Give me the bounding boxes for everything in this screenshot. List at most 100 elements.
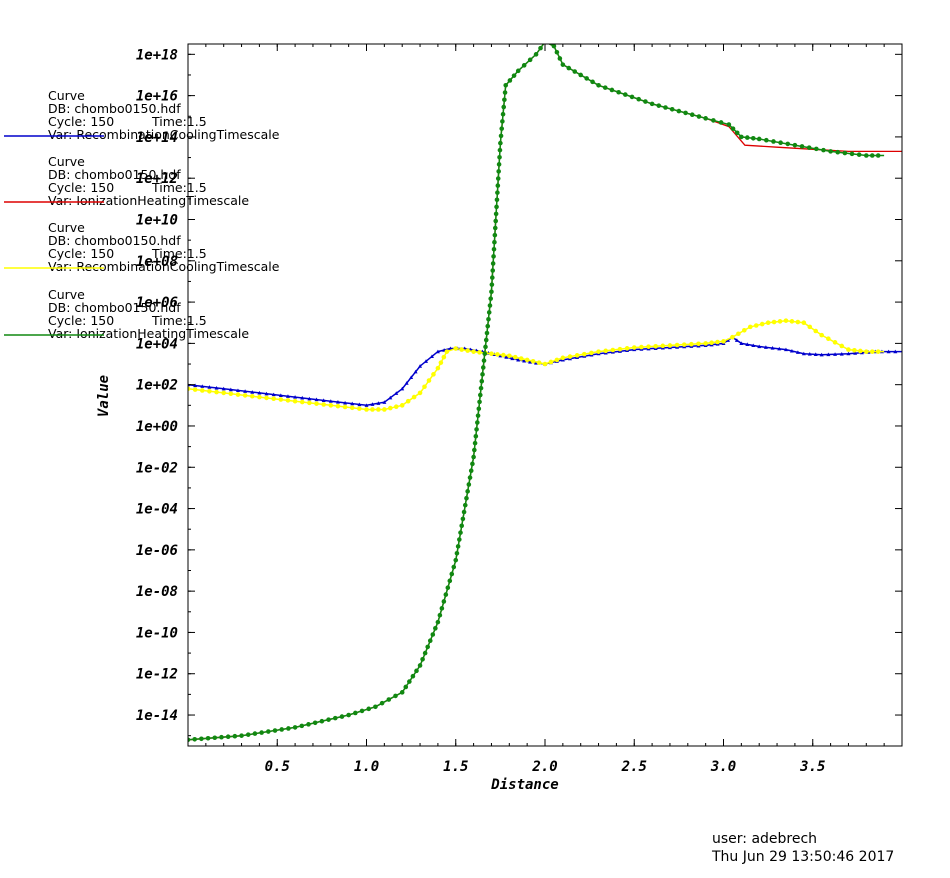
data-point [479,378,485,384]
data-point [278,397,284,402]
data-point [350,401,355,406]
data-point [441,599,447,604]
data-point [554,49,560,55]
data-point [300,395,305,400]
data-point [566,65,572,71]
data-point [235,388,240,393]
data-point [212,735,218,741]
data-point [332,715,338,721]
data-point [484,330,490,336]
data-point [807,324,813,330]
data-point [730,334,735,340]
data-point [833,352,838,356]
data-point [472,440,478,446]
data-point [696,341,701,347]
y-tick-label: 1e-14 [136,708,178,724]
data-point [399,403,405,408]
data-point [214,385,219,390]
y-tick-label: 1e+12 [136,171,178,187]
data-point [326,717,331,722]
data-point [266,729,271,734]
data-point [497,147,503,153]
data-point [382,400,387,404]
y-tick-label: 1e-06 [136,543,178,559]
data-point [734,130,740,136]
data-point [799,144,805,149]
data-point [667,343,673,348]
data-point [676,108,682,114]
data-point [819,332,824,338]
data-point [858,348,863,354]
data-point [596,349,601,354]
data-point [739,341,744,345]
data-point [495,176,501,181]
legend-time: Time:1.5 [151,246,207,261]
data-point [455,544,461,549]
data-point [451,564,457,570]
y-tick-label: 1e+04 [136,336,178,352]
data-point [494,204,499,210]
data-point [624,346,630,351]
data-point [875,153,881,158]
data-point [703,116,708,121]
data-point [388,395,393,400]
data-point [636,96,642,102]
data-point [492,225,498,231]
data-point [518,356,524,361]
data-point [228,391,234,397]
data-point [560,62,566,67]
data-point [696,114,702,119]
data-point [366,706,372,712]
data-point [548,359,554,365]
data-point [750,135,756,141]
x-tick-label: 1.5 [443,759,468,775]
data-point [503,82,509,88]
data-point [473,433,479,439]
data-point [683,110,688,116]
data-point [490,261,496,266]
data-point [285,394,290,398]
data-point [379,700,385,706]
data-point [264,391,269,396]
legend-var: Var: RecombinationCoolingTimescale [48,259,280,274]
data-point [524,357,530,363]
data-point [272,728,278,733]
data-point [511,73,517,78]
data-point [342,404,348,410]
data-point [609,87,615,93]
series-3-IonizationHeatingTimescale [188,44,885,743]
data-point [447,578,453,584]
data-point [485,323,491,329]
data-point [819,352,824,357]
data-point [242,393,248,398]
data-point [467,475,473,480]
data-point [486,310,492,315]
data-point [404,381,409,385]
data-point [498,140,503,146]
footer-date: Thu Jun 29 13:50:46 2017 [712,849,895,865]
data-point [610,347,616,353]
y-tick-label: 1e-12 [136,667,178,683]
legend-var: Var: IonizationHeatingTimescale [48,193,249,208]
data-point [192,387,198,392]
data-point [770,346,775,350]
legend-time: Time:1.5 [151,114,207,129]
data-point [235,392,241,397]
data-point [420,656,425,662]
data-point [826,336,831,342]
data-point [581,351,587,357]
data-point [494,197,500,203]
data-point [435,365,441,371]
data-point [480,365,486,370]
data-point [328,399,333,403]
data-point [751,343,756,348]
data-point [346,712,351,718]
data-point [536,360,542,365]
data-point [487,303,493,308]
data-point [243,389,248,393]
data-point [376,407,381,412]
data-point [349,405,355,411]
